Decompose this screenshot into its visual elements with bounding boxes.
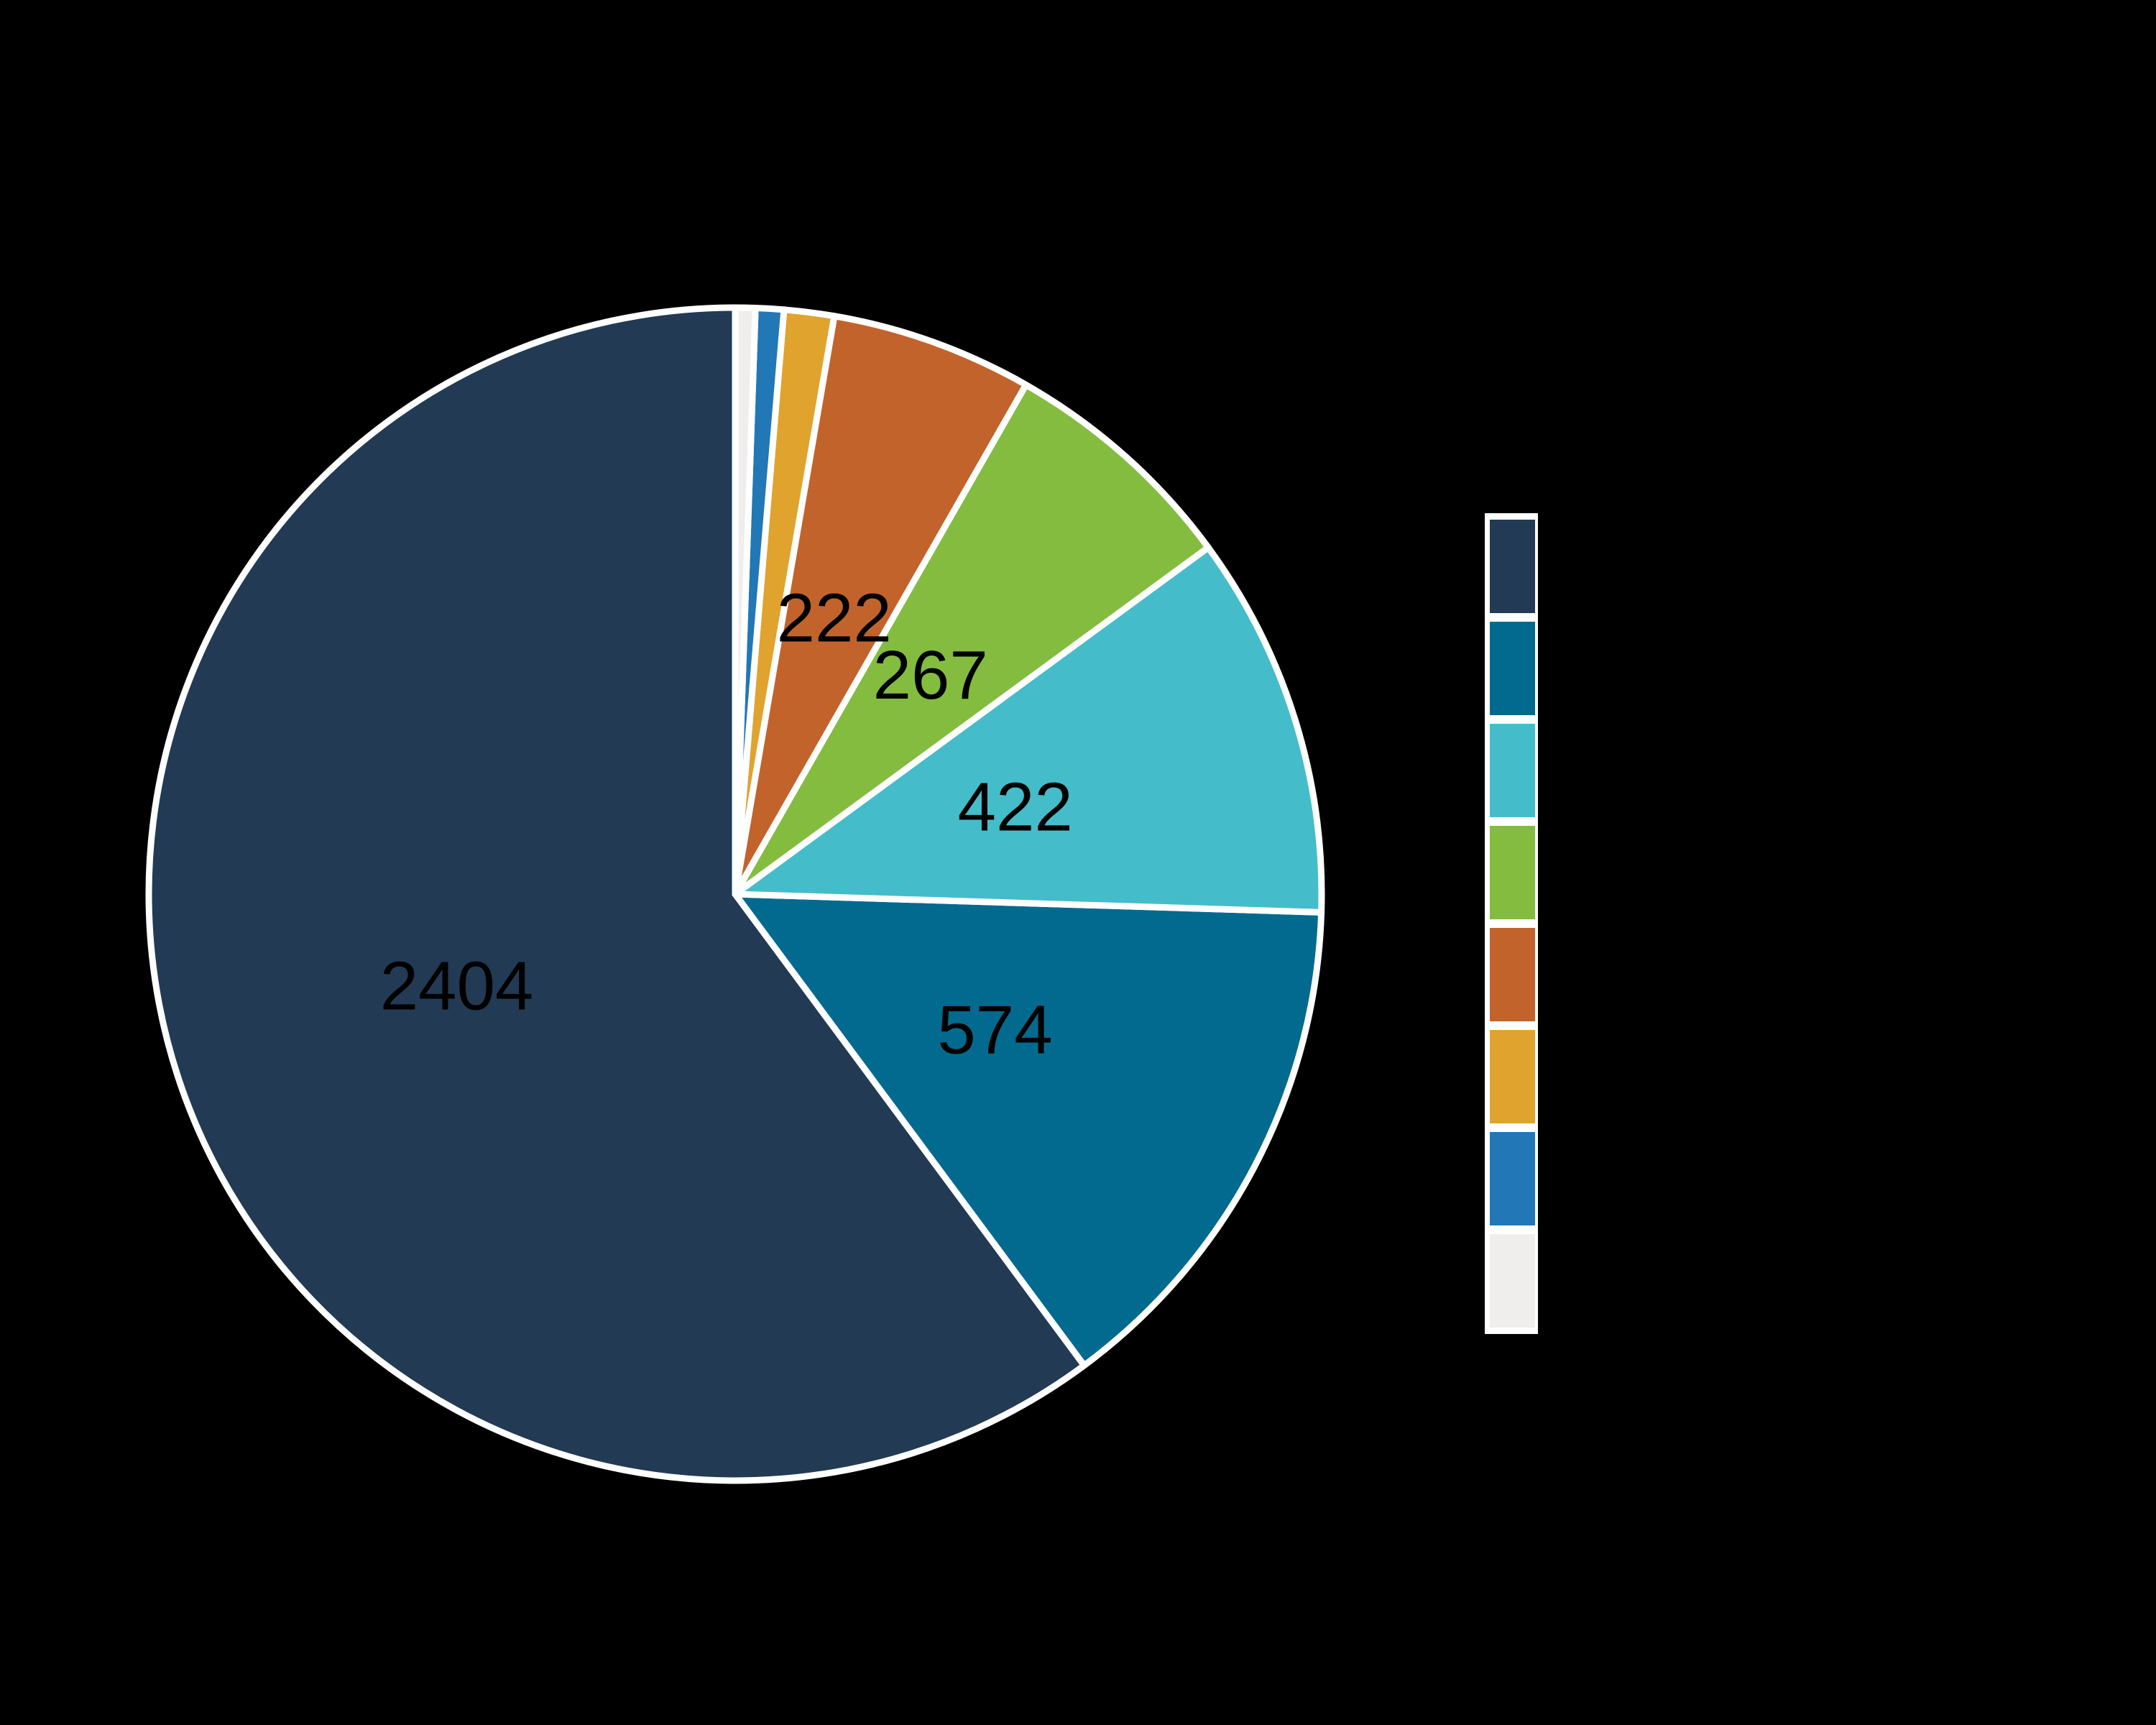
legend-swatch-1 <box>1490 520 1535 613</box>
pie-slice-value-label: 574 <box>937 992 1052 1069</box>
legend-swatch-8 <box>1490 1234 1535 1328</box>
pie-slice-8 <box>732 304 759 898</box>
pie-slice-value-label: 222 <box>777 579 892 656</box>
legend-swatch-5 <box>1490 928 1535 1021</box>
pie-slice-3 <box>732 544 1325 916</box>
pie-slice-1 <box>145 304 1088 1484</box>
pie-slice-4 <box>732 381 1212 898</box>
pie-slice-2 <box>732 891 1325 1369</box>
legend-swatch-6 <box>1490 1030 1535 1123</box>
legend-swatch-3 <box>1490 724 1535 817</box>
legend-swatch-4 <box>1490 826 1535 919</box>
legend <box>1485 513 1538 1334</box>
legend-swatch-2 <box>1490 622 1535 715</box>
pie-slice-value-label: 422 <box>958 769 1073 846</box>
pie-slice-value-label: 2404 <box>380 947 534 1024</box>
pie-slice-5 <box>732 313 1030 898</box>
pie-slice-value-label: 267 <box>873 637 988 714</box>
legend-swatch-7 <box>1490 1132 1535 1225</box>
